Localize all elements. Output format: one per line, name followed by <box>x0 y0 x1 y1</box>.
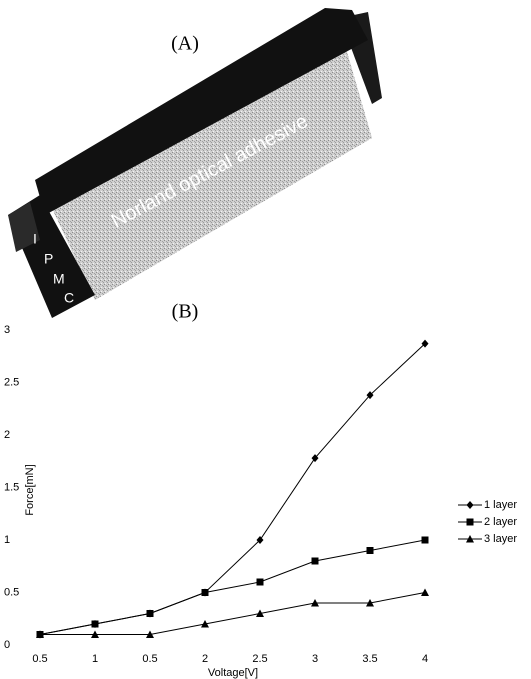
marker <box>146 610 154 617</box>
panel-label: (B) <box>172 301 199 323</box>
legend-marker <box>466 535 474 543</box>
y-tick-label: 0 <box>4 639 10 651</box>
x-tick-label: 1 <box>92 653 98 665</box>
legend-label: 1 layer <box>484 499 517 511</box>
x-tick-label: 0.5 <box>32 653 47 665</box>
marker <box>366 599 374 607</box>
marker <box>146 630 154 638</box>
marker <box>91 630 99 638</box>
marker <box>91 620 99 628</box>
y-tick-label: 1.5 <box>4 481 19 493</box>
x-tick-label: 2 <box>202 653 208 665</box>
ipmc-letter: M <box>53 271 65 287</box>
device-image <box>8 8 382 318</box>
x-axis-label: Voltage[V] <box>208 667 258 679</box>
y-axis-label: Force[mN] <box>24 464 36 515</box>
y-tick-label: 2.5 <box>4 376 19 388</box>
marker <box>366 391 374 400</box>
ipmc-label: I P M C <box>33 231 74 306</box>
marker <box>256 578 264 586</box>
ipmc-letter: C <box>64 290 74 306</box>
panel-label: (A) <box>171 33 199 55</box>
marker <box>366 547 374 554</box>
legend-marker <box>466 501 474 509</box>
legend-marker <box>466 518 474 526</box>
x-tick-label: 0.5 <box>142 653 157 665</box>
y-tick-label: 3 <box>4 324 10 336</box>
marker <box>421 588 429 596</box>
marker <box>256 609 264 617</box>
y-tick-label: 0.5 <box>4 586 19 598</box>
legend-label: 3 layer <box>484 533 517 545</box>
marker <box>36 630 44 638</box>
x-tick-label: 3.5 <box>362 653 377 665</box>
ipmc-letter: P <box>44 251 53 267</box>
series-line <box>40 592 426 635</box>
marker <box>201 589 209 596</box>
marker <box>311 599 319 607</box>
marker <box>421 339 429 348</box>
marker <box>201 620 209 628</box>
legend-label: 2 layer <box>484 516 517 528</box>
marker <box>421 536 429 544</box>
series-line <box>39 343 426 635</box>
y-tick-label: 1 <box>4 534 10 546</box>
y-tick-label: 2 <box>4 429 10 441</box>
x-tick-label: 4 <box>422 653 428 665</box>
marker <box>311 557 319 565</box>
x-tick-label: 2.5 <box>252 653 267 665</box>
marker <box>256 536 264 544</box>
marker <box>311 454 319 463</box>
series-line <box>39 539 426 635</box>
ipmc-letter: I <box>33 231 37 247</box>
x-tick-label: 3 <box>312 653 318 665</box>
